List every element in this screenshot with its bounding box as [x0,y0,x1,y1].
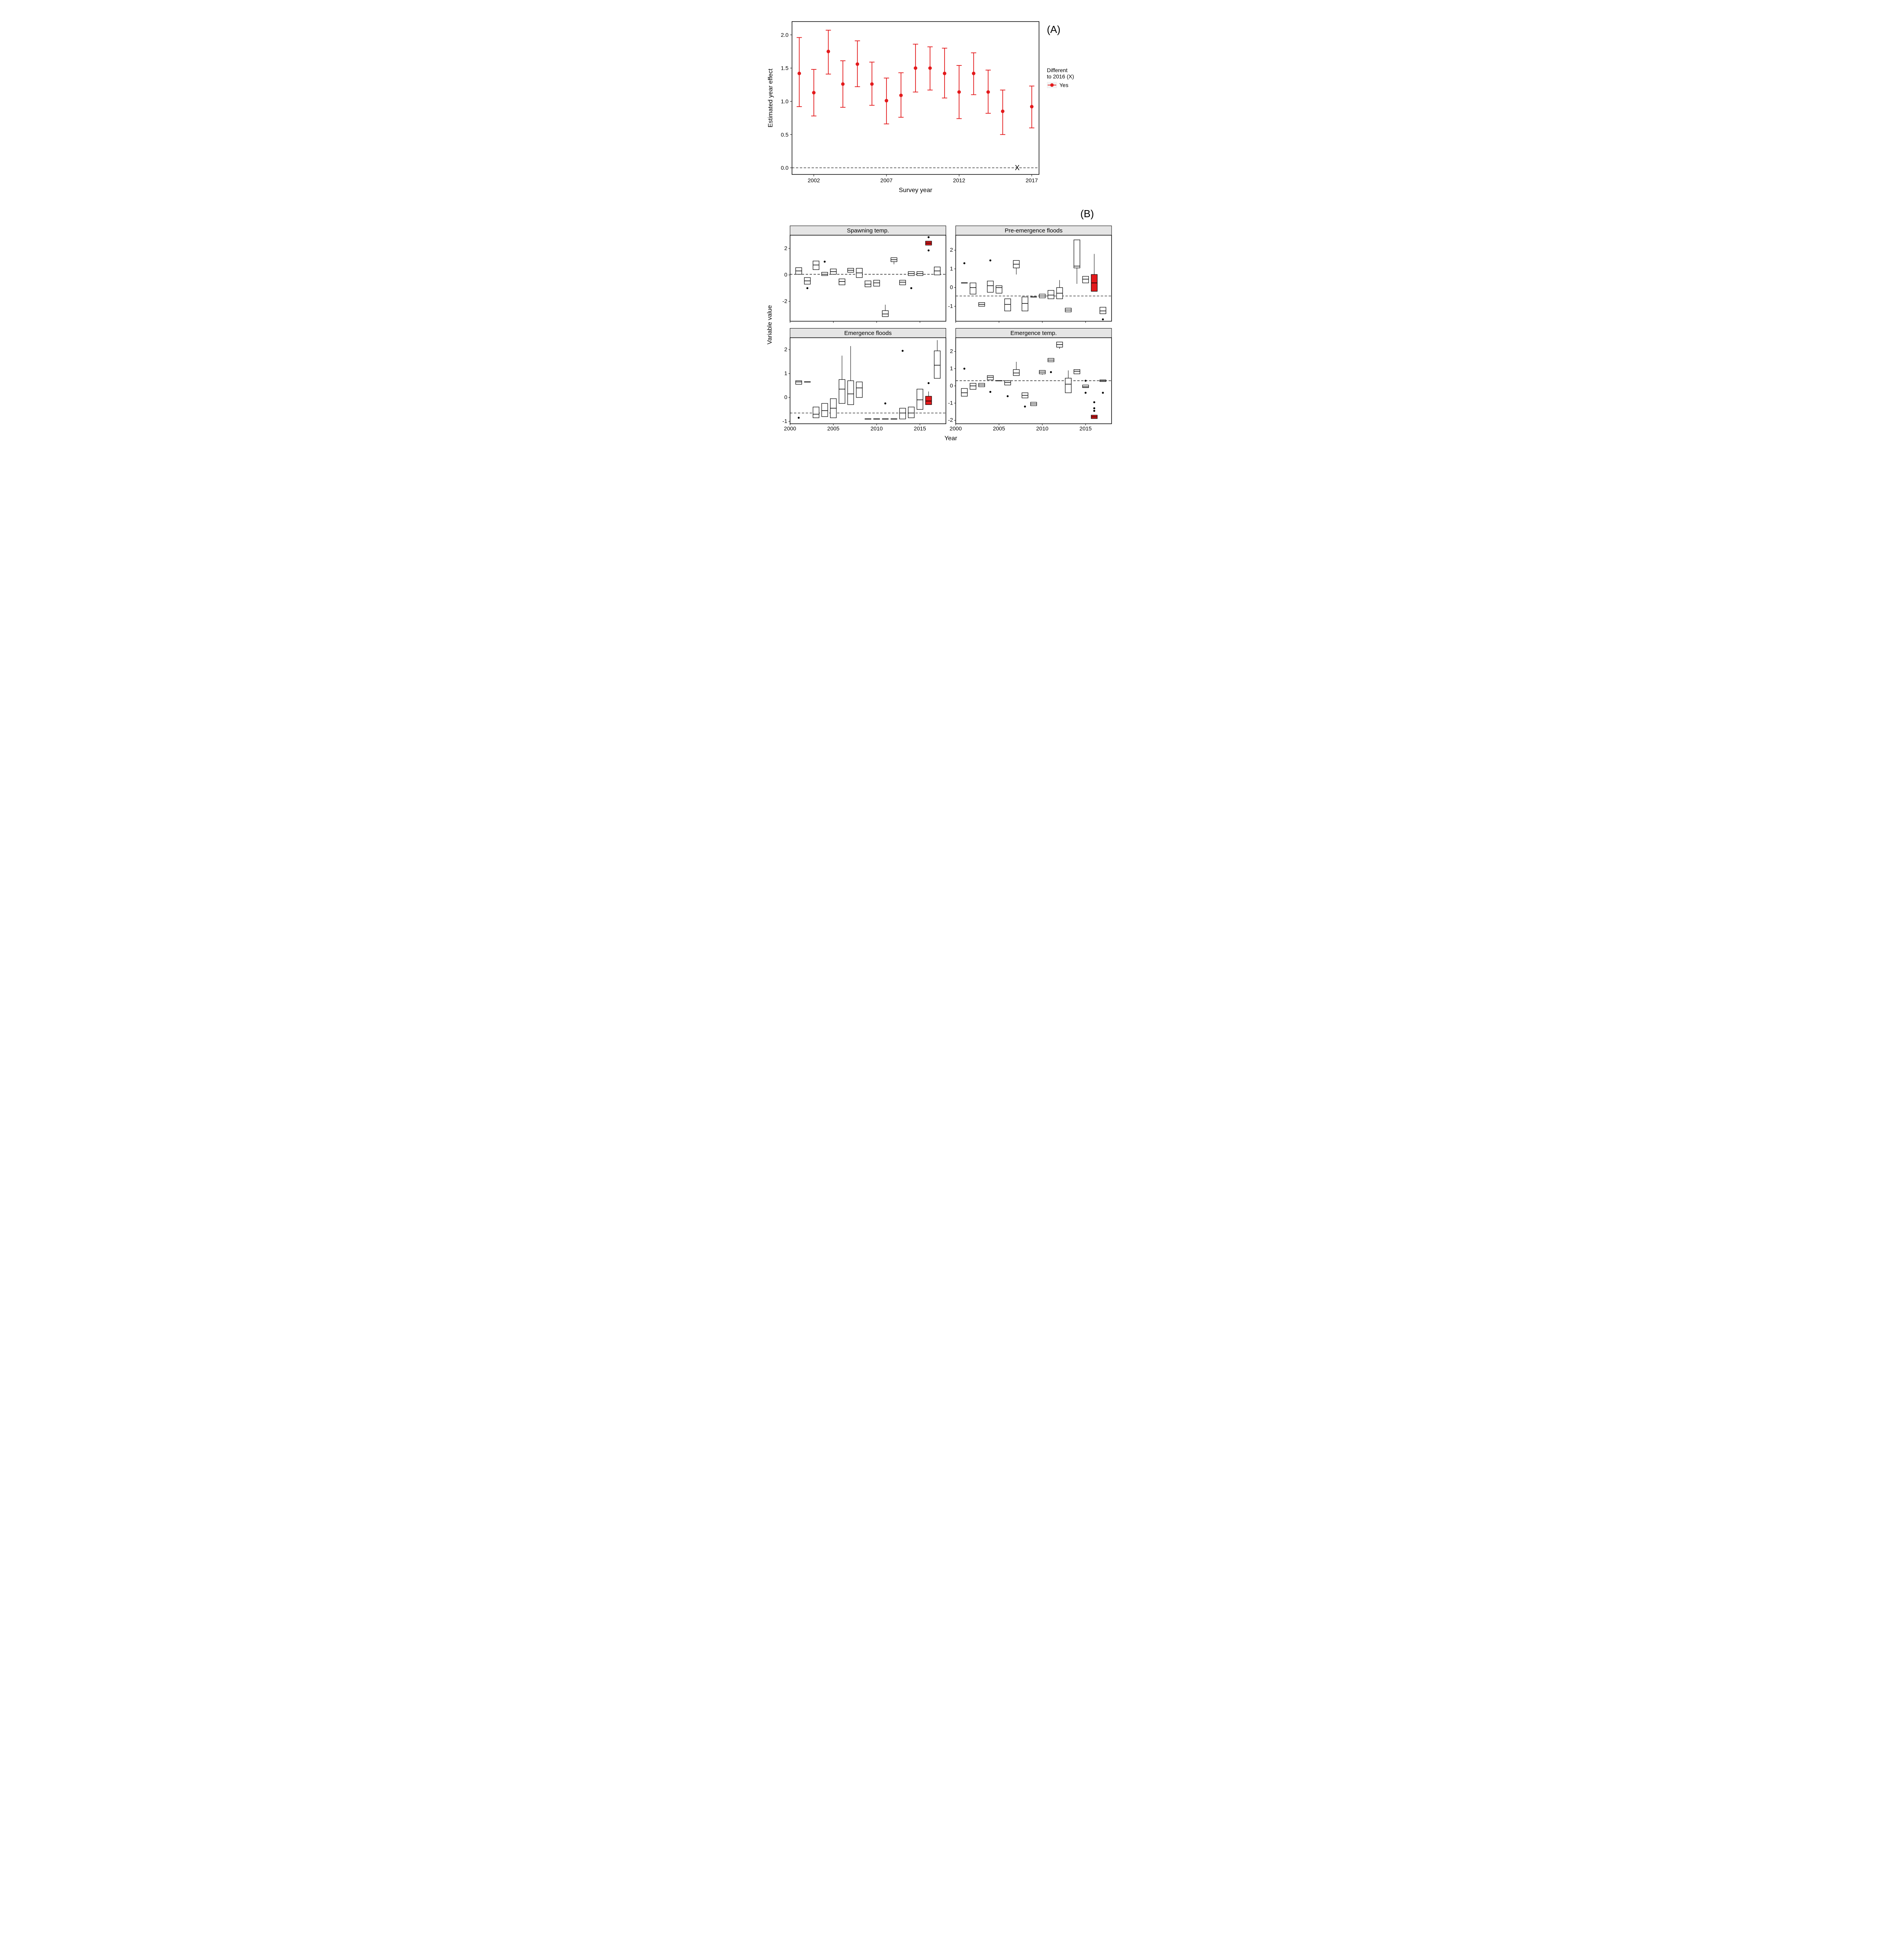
svg-text:0.5: 0.5 [781,131,789,138]
panel-a-label: (A) [1047,24,1076,36]
svg-text:2015: 2015 [1079,425,1092,432]
svg-text:2015: 2015 [914,425,926,432]
svg-text:Year: Year [945,435,957,442]
svg-text:Pre-emergence floods: Pre-emergence floods [1005,227,1063,234]
svg-text:1.0: 1.0 [781,98,789,104]
svg-text:1.5: 1.5 [781,65,789,71]
svg-text:2: 2 [950,247,953,253]
panel-a-chart: X 0.0 0.5 1.0 1.5 2.0 2002 2007 2012 2017 Survey y… [765,16,1047,196]
svg-text:-1: -1 [948,303,953,309]
svg-text:2007: 2007 [880,177,892,183]
svg-text:Variable value: Variable value [767,305,773,344]
svg-text:Spawning temp.: Spawning temp. [847,227,889,234]
svg-text:2002: 2002 [808,177,820,183]
svg-text:1: 1 [784,370,787,376]
svg-text:2017: 2017 [1026,177,1038,183]
figure-container: X0.00.51.01.52.02002200720122017Survey y… [765,16,1117,443]
svg-text:0: 0 [784,394,787,400]
svg-text:-1: -1 [948,399,953,406]
svg-text:1: 1 [950,265,953,272]
svg-text:2010: 2010 [1036,425,1048,432]
svg-text:2012: 2012 [953,177,965,183]
svg-text:2005: 2005 [827,425,839,432]
panel-b-label: (B) [765,208,1117,220]
svg-text:2.0: 2.0 [781,32,789,38]
svg-text:0: 0 [784,271,787,278]
panel-a-legend: Differentto 2016 (X) Yes [1047,67,1076,88]
svg-text:-2: -2 [948,417,953,423]
svg-text:2: 2 [784,346,787,352]
svg-text:Survey year: Survey year [899,187,932,194]
svg-text:0.0: 0.0 [781,165,789,171]
svg-text:2005: 2005 [993,425,1005,432]
svg-text:-1: -1 [783,418,788,424]
svg-text:2000: 2000 [784,425,796,432]
svg-text:0: 0 [950,284,953,290]
svg-text:2010: 2010 [870,425,883,432]
svg-text:Emergence temp.: Emergence temp. [1010,330,1057,337]
svg-text:Estimated year effect: Estimated year effect [767,68,774,127]
svg-text:2000: 2000 [950,425,962,432]
svg-text:Emergence floods: Emergence floods [844,330,892,337]
svg-text:X: X [1015,164,1019,172]
svg-text:-2: -2 [783,298,788,304]
svg-text:2: 2 [784,245,787,251]
panel-b-chart: Variable value Year Spawning temp. -2 0 2 Pre-… [765,224,1117,443]
svg-text:0: 0 [950,382,953,388]
svg-text:1: 1 [950,365,953,372]
svg-text:2: 2 [950,348,953,354]
